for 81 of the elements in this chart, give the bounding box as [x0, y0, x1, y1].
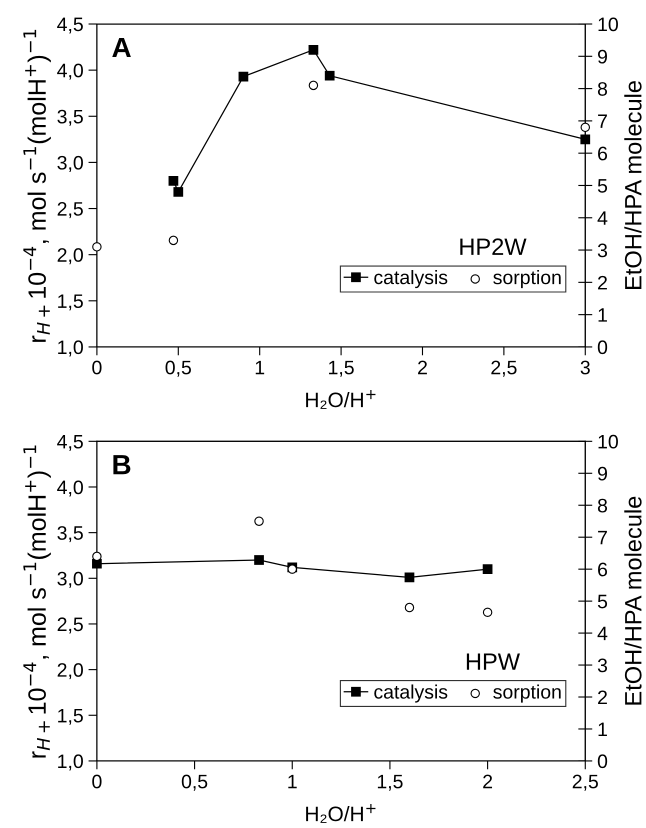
- y-tick-label: 2,5: [58, 202, 83, 218]
- y-tick-label: 4,0: [57, 480, 83, 497]
- y2-tick-label: 0: [598, 754, 608, 768]
- y2-tick-label: 9: [598, 466, 607, 481]
- point: [308, 80, 318, 90]
- legend-label: catalysis: [374, 270, 448, 288]
- legend-label: sorption: [493, 270, 561, 288]
- y2-tick-label: 2: [598, 690, 607, 704]
- point: [404, 572, 414, 582]
- y2-tick-label: 4: [598, 626, 608, 640]
- y-tick-label: 3,0: [57, 156, 83, 172]
- x-tick-label: 1: [256, 360, 264, 374]
- x-tick-label: 3: [580, 360, 590, 374]
- y2-tick-label: 6: [598, 562, 608, 576]
- annotation: A: [112, 38, 131, 58]
- point: [92, 552, 102, 562]
- y2-tick-label: 5: [598, 594, 608, 608]
- x-tick-label: 1,5: [329, 360, 354, 377]
- y2-tick-label: 2: [598, 276, 607, 290]
- y2-tick-label: 6: [598, 146, 608, 160]
- point: [482, 564, 492, 574]
- x-tick-label: 1,5: [378, 774, 403, 791]
- y-tick-label: 2,0: [58, 663, 83, 680]
- y2-tick-label: 8: [598, 498, 608, 512]
- annotation: B: [113, 455, 130, 474]
- y2-tick-label: 5: [598, 179, 608, 193]
- y2-tick-label: 8: [598, 82, 608, 96]
- y2-axis-title: EtOH/HPA molecule: [624, 496, 642, 705]
- y2-tick-label: 10: [598, 434, 618, 449]
- y-tick-label: 1,0: [58, 340, 83, 356]
- legend-label: sorption: [493, 684, 561, 703]
- annotation: HP2W: [460, 238, 527, 255]
- x-tick-label: 0: [92, 360, 102, 374]
- y-tick-label: 1,0: [58, 754, 83, 770]
- point: [238, 72, 248, 82]
- y2-tick-label: 7: [598, 114, 607, 128]
- point: [168, 236, 178, 246]
- y-tick-label: 4,5: [57, 434, 83, 451]
- y2-tick-label: 10: [598, 17, 618, 32]
- point: [404, 602, 414, 612]
- point: [173, 187, 184, 197]
- legend-label: catalysis: [374, 684, 448, 703]
- y2-tick-label: 3: [598, 244, 608, 258]
- x-tick-label: 0: [92, 774, 102, 788]
- point: [254, 555, 264, 565]
- point: [254, 516, 264, 526]
- y2-tick-label: 4: [598, 211, 608, 225]
- point: [580, 122, 590, 132]
- y2-tick-label: 1: [598, 722, 607, 736]
- y-tick-label: 4,0: [57, 64, 83, 80]
- x-tick-label: 0,5: [166, 360, 191, 377]
- x-tick-label: 1: [288, 774, 297, 788]
- text: r$_{H+}$10$^{−4}$, mol s$^{−1}$(molH$^{+}$)$^{−1}$: [23, 30, 51, 342]
- y-tick-label: 3,5: [57, 110, 83, 126]
- x-axis-title: H₂O/H$^{+}$: [306, 804, 376, 823]
- point: [324, 70, 335, 81]
- y2-tick-label: 9: [598, 50, 607, 64]
- y-tick-label: 2,0: [58, 248, 83, 264]
- y-tick-label: 3,0: [57, 572, 83, 588]
- x-tick-label: 2: [483, 774, 492, 788]
- y2-tick-label: 7: [598, 530, 607, 544]
- y2-tick-label: 1: [598, 308, 607, 322]
- point: [308, 44, 318, 55]
- y-tick-label: 2,5: [58, 617, 83, 634]
- x-tick-label: 2: [418, 360, 427, 374]
- y2-axis-title: EtOH/HPA molecule: [624, 81, 642, 289]
- x-axis-title: H₂O/H$^{+}$: [306, 390, 376, 409]
- x-tick-label: 0,5: [182, 774, 208, 791]
- point: [482, 608, 492, 618]
- point: [92, 242, 102, 252]
- y-tick-label: 1,5: [58, 294, 83, 310]
- y2-tick-label: 3: [598, 658, 608, 672]
- annotation: HPW: [466, 653, 520, 670]
- x-tick-label: 2,5: [491, 360, 517, 377]
- y-tick-label: 3,5: [57, 526, 83, 542]
- y-tick-label: 1,5: [58, 708, 83, 725]
- x-tick-label: 2,5: [572, 774, 598, 791]
- text: r$_{H+}$10$^{−4}$, mol s$^{−1}$(molH$^{+}$)$^{−1}$: [23, 446, 51, 758]
- y2-tick-label: 0: [598, 340, 608, 354]
- point: [168, 176, 178, 186]
- y-tick-label: 4,5: [57, 18, 83, 34]
